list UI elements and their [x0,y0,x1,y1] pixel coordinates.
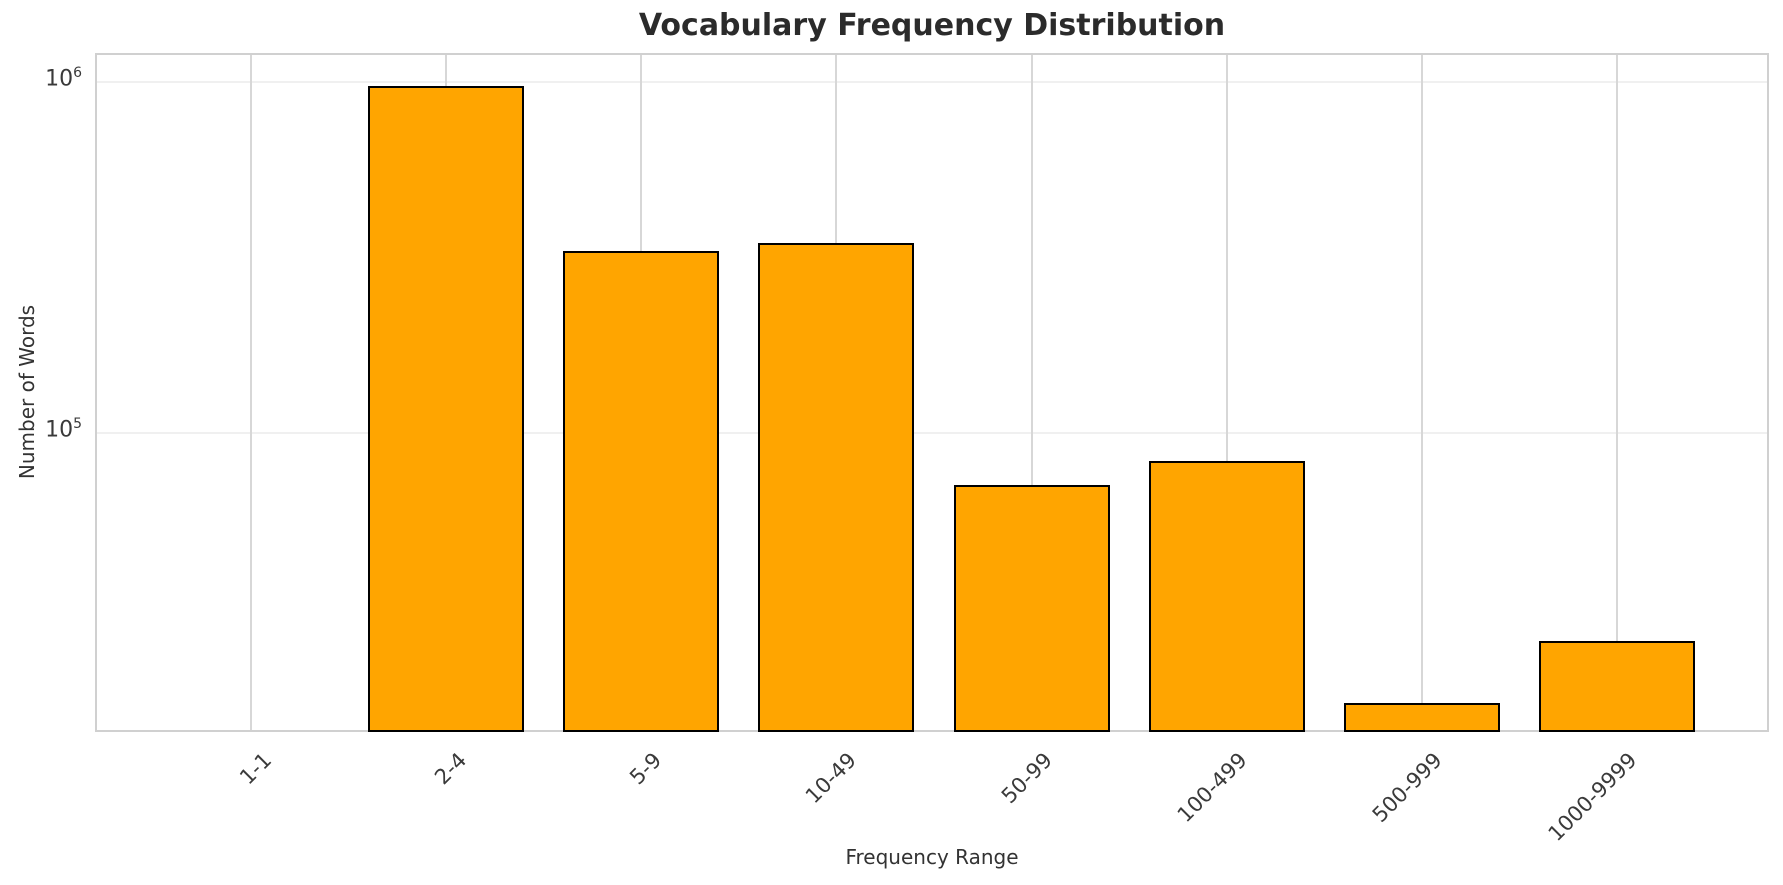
bar-500-999 [1343,703,1500,732]
x-tick-label-100-499: 100-499 [1172,748,1252,828]
gridline-horizontal [97,81,1767,84]
y-tick-label-1e5: 105 [45,416,82,443]
gridline-vertical [1225,55,1228,730]
x-tick-label-1-1: 1-1 [234,748,277,790]
bar-100-499 [1148,461,1305,732]
gridline-vertical [1615,55,1618,730]
gridline-vertical [1030,55,1033,730]
y-axis-label: Number of Words [15,304,39,480]
x-tick-label-500-999: 500-999 [1367,748,1447,828]
x-tick-label-1000-9999: 1000-9999 [1543,748,1642,846]
chart-title: Vocabulary Frequency Distribution [638,8,1226,43]
bar-1000-9999 [1538,641,1695,732]
gridline-horizontal [97,432,1767,434]
y-tick-label-1e6: 106 [45,65,82,92]
x-tick-label-10-49: 10-49 [801,748,862,809]
bar-2-4 [368,85,525,732]
gridline-vertical [1420,55,1423,730]
x-tick-label-2-4: 2-4 [429,748,472,790]
x-tick-label-5-9: 5-9 [625,748,667,790]
x-tick-label-50-99: 50-99 [996,748,1057,809]
bar-10-49 [758,242,915,732]
gridline-vertical [250,55,253,730]
bar-5-9 [563,250,720,732]
bar-50-99 [953,485,1110,732]
plot-area [95,53,1769,732]
x-axis-label: Frequency Range [845,845,1019,869]
